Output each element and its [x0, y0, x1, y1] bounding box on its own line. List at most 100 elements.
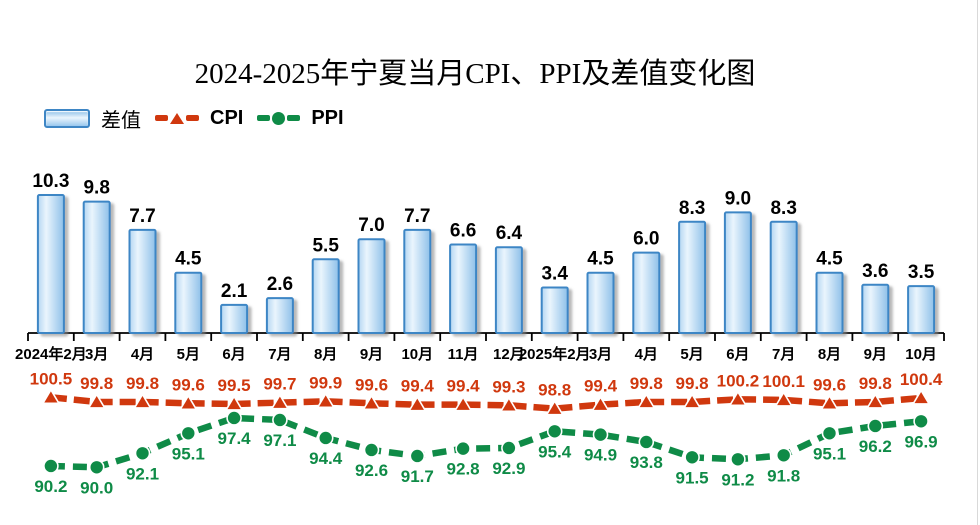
- cpi-line-triangle-icon: [155, 112, 199, 124]
- ppi-data-label: 91.8: [767, 466, 800, 485]
- cpi-point-marker: [499, 396, 519, 413]
- x-axis-category-label: 9月: [360, 346, 383, 363]
- diff-bar-value-label: 10.3: [32, 171, 69, 192]
- cpi-point-marker: [453, 395, 473, 412]
- diff-bar-value-label: 4.5: [587, 249, 614, 270]
- x-axis-category-label: 9月: [864, 346, 887, 363]
- cpi-point-marker: [41, 388, 61, 405]
- ppi-point-marker: [455, 440, 471, 457]
- x-axis-category-label: 2025年2月: [519, 345, 591, 363]
- cpi-line: [50, 394, 922, 412]
- x-axis-category-label: 10月: [401, 346, 433, 363]
- diff-bar: [815, 271, 844, 335]
- chart-legend: 差值 CPI PPI: [44, 104, 344, 133]
- cpi-point-marker: [682, 392, 702, 409]
- cpi-point-marker: [820, 394, 839, 411]
- diff-bar: [357, 238, 386, 334]
- diff-bar: [449, 243, 478, 334]
- cpi-point-marker: [865, 392, 885, 409]
- legend-label-diff: 差值: [101, 109, 141, 132]
- legend-item-cpi: CPI: [155, 107, 243, 130]
- cpi-point-marker: [591, 395, 610, 412]
- x-axis-category-label: 12月: [493, 346, 525, 363]
- ppi-point-marker: [592, 426, 609, 443]
- cpi-data-label: 99.9: [309, 373, 342, 392]
- diff-bar-value-label: 7.0: [358, 215, 384, 236]
- cpi-data-label: 99.8: [630, 374, 663, 393]
- legend-label-ppi: PPI: [311, 106, 344, 129]
- diff-bar: [632, 251, 661, 335]
- ppi-point-marker: [913, 413, 929, 430]
- ppi-data-label: 97.4: [218, 429, 252, 448]
- cpi-data-label: 99.4: [447, 377, 481, 396]
- ppi-point-marker: [546, 423, 563, 440]
- cpi-data-label: 99.4: [584, 377, 618, 396]
- legend-item-diff: 差值: [44, 104, 141, 133]
- diff-bar-value-label: 3.4: [541, 263, 568, 284]
- ppi-line: [50, 414, 922, 471]
- diff-bar-value-label: 3.5: [908, 262, 935, 283]
- diff-bar-value-label: 6.4: [496, 223, 523, 244]
- diff-bar: [403, 228, 432, 335]
- cpi-point-marker: [362, 394, 381, 411]
- diff-bar-value-label: 5.5: [312, 235, 339, 256]
- cpi-data-label: 99.6: [172, 375, 205, 394]
- ppi-point-marker: [684, 449, 700, 466]
- ppi-point-marker: [363, 442, 380, 458]
- cpi-point-marker: [636, 392, 656, 409]
- diff-bar: [678, 220, 707, 334]
- ppi-data-label: 92.8: [447, 460, 480, 479]
- x-axis-category-label: 8月: [818, 346, 841, 363]
- x-axis-category-label: 3月: [85, 346, 108, 363]
- diff-bar: [907, 285, 936, 335]
- diff-bar: [220, 303, 249, 334]
- diff-bar: [769, 220, 798, 334]
- cpi-point-marker: [774, 390, 794, 407]
- cpi-data-label: 99.8: [126, 374, 159, 393]
- x-axis-category-label: 2024年2月: [15, 345, 87, 363]
- diff-bar-value-label: 8.3: [770, 198, 796, 219]
- cpi-data-label: 100.1: [762, 372, 805, 391]
- ppi-point-marker: [134, 445, 151, 462]
- x-axis-category-label: 8月: [314, 346, 337, 363]
- cpi-data-label: 99.7: [263, 375, 296, 394]
- x-axis-category-label: 6月: [726, 346, 749, 363]
- x-axis-category-label: 10月: [905, 346, 937, 363]
- ppi-point-marker: [226, 410, 242, 426]
- ppi-data-label: 94.4: [309, 449, 343, 468]
- ppi-point-marker: [501, 440, 517, 456]
- ppi-point-marker: [775, 447, 792, 464]
- diff-bar: [861, 283, 890, 335]
- chart-title: 2024-2025年宁夏当月CPI、PPI及差值变化图: [194, 58, 756, 90]
- diff-bar: [82, 200, 111, 334]
- diff-bar-value-label: 4.5: [175, 249, 202, 270]
- cpi-data-label: 100.2: [717, 371, 760, 390]
- diff-bar: [265, 297, 294, 335]
- x-axis-category-label: 4月: [635, 346, 658, 363]
- x-axis-category-label: 5月: [680, 346, 703, 363]
- ppi-line-circle-icon: [257, 111, 301, 125]
- cpi-point-marker: [316, 392, 336, 409]
- ppi-data-label: 92.9: [492, 459, 525, 478]
- x-axis-category-label: 11月: [448, 346, 479, 363]
- diff-bar: [586, 271, 615, 335]
- ppi-data-label: 91.2: [721, 470, 754, 489]
- cpi-data-label: 99.8: [676, 374, 709, 393]
- ppi-point-marker: [867, 418, 884, 434]
- diff-bar-value-label: 7.7: [404, 206, 430, 227]
- cpi-data-label: 99.3: [492, 377, 525, 396]
- ppi-point-marker: [638, 434, 655, 450]
- diff-bar: [494, 246, 523, 335]
- diff-bar-value-label: 9.0: [725, 188, 751, 209]
- ppi-data-label: 95.1: [172, 444, 205, 463]
- cpi-data-label: 100.4: [900, 370, 943, 389]
- ppi-point-marker: [317, 430, 334, 446]
- x-axis-category-label: 4月: [131, 346, 154, 363]
- ppi-data-label: 92.6: [355, 461, 388, 480]
- x-axis-category-label: 6月: [222, 346, 245, 363]
- ppi-data-label: 95.4: [538, 442, 572, 461]
- cpi-data-label: 99.8: [859, 374, 892, 393]
- diff-bar: [540, 286, 569, 335]
- cpi-point-marker: [133, 392, 152, 409]
